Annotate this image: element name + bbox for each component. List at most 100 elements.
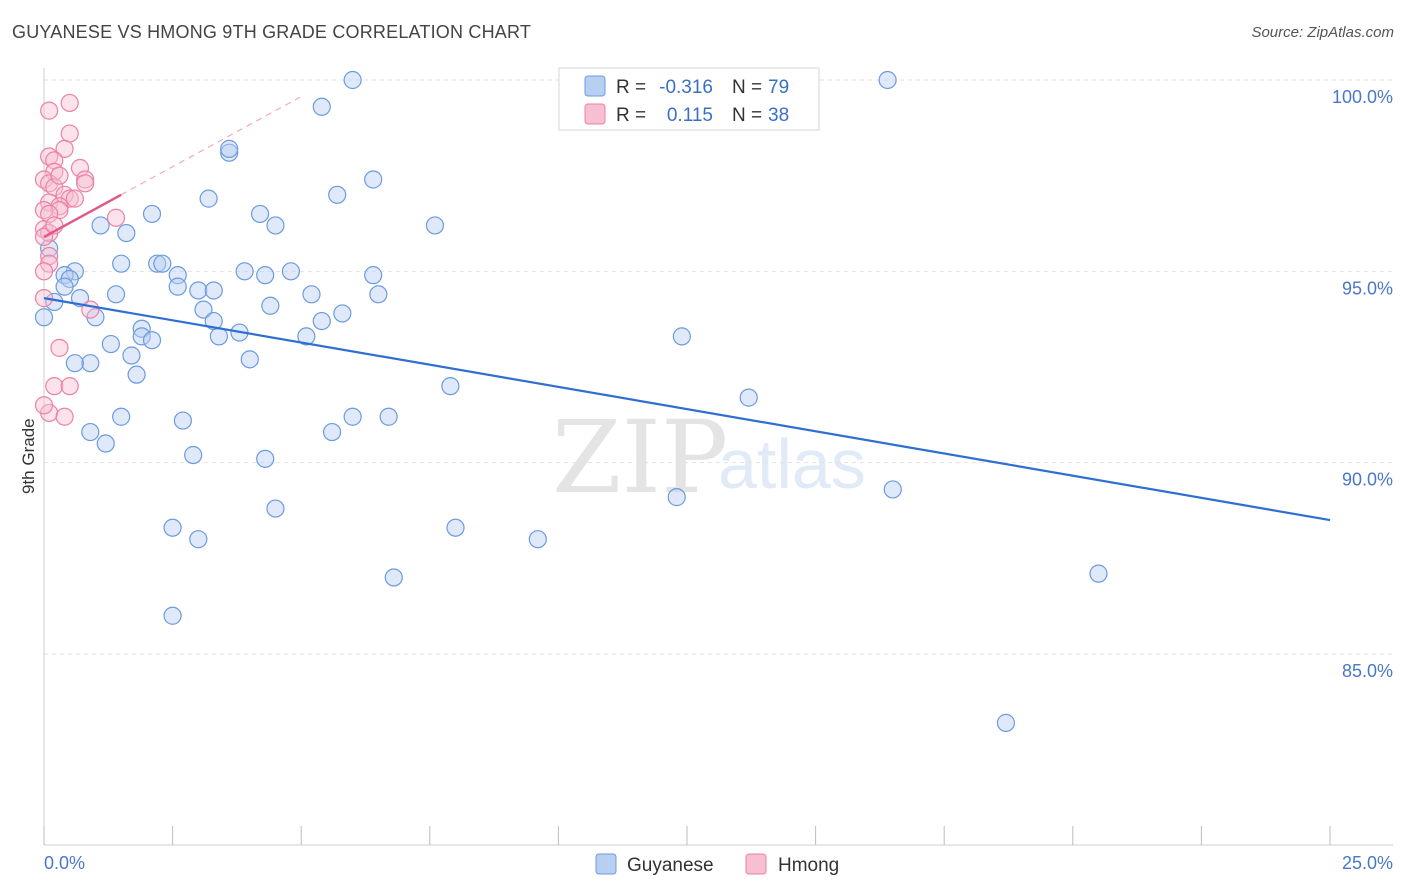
- guyanese-point: [425, 216, 445, 235]
- guyanese-point: [173, 411, 192, 430]
- guyanese-point: [266, 499, 285, 518]
- hmong-point: [50, 338, 69, 357]
- guyanese-point: [384, 568, 403, 587]
- guyanese-point: [441, 377, 460, 396]
- guyanese-point: [220, 139, 239, 158]
- guyanese-point: [261, 296, 280, 315]
- hmong-point: [50, 166, 69, 185]
- legend-n-value-hmong: 38: [768, 105, 789, 126]
- guyanese-point: [343, 407, 362, 426]
- guyanese-point: [142, 331, 162, 350]
- guyanese-point: [667, 488, 686, 507]
- hmong-point: [55, 407, 74, 426]
- legend-r-value-hmong: 0.115: [667, 105, 713, 126]
- guyanese-point: [122, 346, 141, 365]
- guyanese-point: [328, 185, 347, 204]
- hmong-point: [40, 101, 59, 120]
- legend-n-label-hmong: N =: [732, 105, 762, 126]
- guyanese-point: [91, 216, 110, 235]
- guyanese-point: [672, 327, 691, 346]
- guyanese-point: [153, 254, 172, 273]
- hmong-trend-line: [43, 193, 122, 238]
- legend-swatch-hmong: [584, 103, 606, 125]
- guyanese-point: [266, 216, 285, 235]
- guyanese-point: [163, 606, 182, 625]
- guyanese-point: [168, 277, 187, 296]
- guyanese-point: [739, 388, 758, 407]
- guyanese-point: [34, 308, 54, 327]
- guyanese-point: [163, 518, 182, 537]
- guyanese-point: [322, 422, 342, 442]
- x-tick-label-min: 0.0%: [44, 853, 85, 873]
- hmong-point: [50, 197, 69, 216]
- guyanese-point: [112, 254, 131, 273]
- hmong-point: [60, 377, 79, 396]
- guyanese-point: [878, 70, 897, 90]
- guyanese-point: [256, 266, 275, 285]
- guyanese-point: [446, 518, 465, 537]
- y-tick-labels: 85.0% 90.0% 95.0% 100.0%: [1332, 87, 1393, 681]
- bottom-legend-hmong: Hmong: [778, 855, 839, 876]
- legend-n-value-guyanese: 79: [768, 77, 789, 98]
- bottom-legend-swatch-guyanese: [595, 853, 617, 875]
- guyanese-point: [132, 319, 151, 338]
- guyanese-point: [312, 311, 331, 331]
- guyanese-point: [96, 434, 115, 453]
- chart-title: GUYANESE VS HMONG 9TH GRADE CORRELATION …: [12, 22, 532, 42]
- hmong-point: [60, 93, 79, 113]
- guyanese-point: [369, 285, 388, 304]
- x-tick-label-max: 25.0%: [1342, 853, 1393, 873]
- hmong-point: [60, 189, 79, 208]
- guyanese-point: [65, 354, 84, 373]
- source-label: Source: ZipAtlas.com: [1251, 24, 1394, 41]
- axes: [43, 68, 1393, 846]
- guyanese-point: [1089, 564, 1108, 583]
- legend-swatch-guyanese: [584, 75, 606, 97]
- bottom-legend-swatch-hmong: [745, 853, 767, 875]
- guyanese-point: [142, 204, 162, 224]
- hmong-point: [45, 377, 64, 396]
- watermark-zip: ZIP: [552, 399, 728, 516]
- guyanese-point: [333, 304, 352, 323]
- guyanese-point: [101, 334, 120, 354]
- guyanese-point: [127, 365, 146, 384]
- guyanese-point: [112, 407, 131, 426]
- guyanese-point: [148, 254, 167, 273]
- guyanese-point: [184, 445, 203, 465]
- hmong-point: [34, 262, 54, 281]
- guyanese-point: [302, 285, 321, 304]
- guyanese-point: [250, 204, 270, 224]
- guyanese-point: [883, 480, 902, 499]
- guyanese-point: [117, 223, 136, 243]
- y-axis-label: 9th Grade: [19, 418, 38, 494]
- guyanese-point: [256, 449, 275, 468]
- hmong-point: [34, 396, 54, 415]
- guyanese-point: [132, 327, 151, 346]
- hmong-trend-extension: [120, 96, 302, 196]
- guyanese-point: [194, 300, 213, 319]
- watermark-atlas: atlas: [718, 425, 866, 503]
- bottom-legend-guyanese: Guyanese: [627, 855, 714, 876]
- legend-n-label-guyanese: N =: [732, 77, 762, 98]
- guyanese-point: [343, 70, 362, 90]
- hmong-point: [81, 300, 100, 319]
- hmong-point: [76, 174, 95, 193]
- guyanese-trend-line: [43, 297, 1331, 522]
- guyanese-point: [240, 350, 259, 369]
- hmong-point: [60, 124, 79, 143]
- bottom-legend: Guyanese Hmong: [595, 853, 839, 876]
- guyanese-point: [81, 354, 100, 373]
- guyanese-point: [81, 422, 100, 442]
- legend-r-label-hmong: R =: [616, 105, 646, 126]
- trend-lines: [43, 96, 1331, 522]
- guyanese-point: [70, 289, 90, 308]
- hmong-point: [65, 189, 84, 208]
- guyanese-point: [364, 170, 383, 189]
- y-tick-label: 85.0%: [1342, 661, 1393, 681]
- hmong-point: [106, 208, 126, 227]
- guyanese-point: [220, 143, 239, 162]
- hmong-point: [55, 139, 74, 158]
- guyanese-point: [312, 97, 331, 116]
- guyanese-point: [189, 530, 208, 549]
